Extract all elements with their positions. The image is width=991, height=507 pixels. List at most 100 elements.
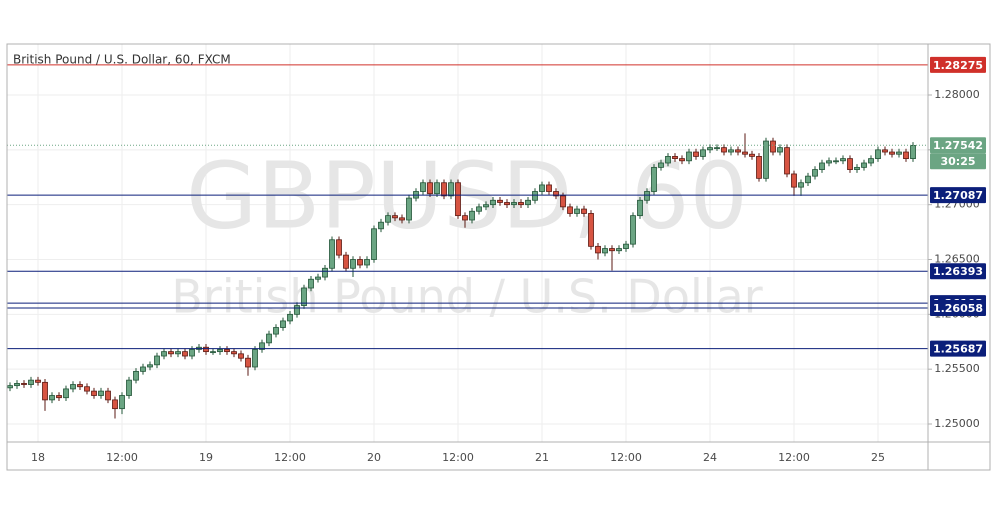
candle-body (42, 381, 48, 401)
candle-body (707, 147, 713, 151)
candle-body (875, 149, 881, 160)
candle-body (763, 140, 769, 179)
candle-body (623, 243, 629, 249)
candle-body (77, 384, 83, 388)
candle-body (322, 267, 328, 278)
last-price-label: 1.27542 (933, 139, 983, 152)
candle-body (525, 199, 531, 206)
candle-body (616, 248, 622, 252)
candle-body (427, 182, 433, 195)
chart-title: British Pound / U.S. Dollar, 60, FXCM (13, 53, 231, 67)
grid (7, 44, 928, 442)
candle-body (399, 217, 405, 221)
level-label: 1.26058 (933, 302, 983, 315)
candle-body (182, 351, 188, 357)
level-label-box (930, 340, 986, 357)
candle-body (378, 221, 384, 230)
candle-body (63, 388, 69, 399)
candle-body (273, 327, 279, 335)
candle-body (224, 349, 230, 353)
x-tick-label: 20 (367, 451, 381, 464)
candle-body (798, 182, 804, 188)
candle-body (469, 210, 475, 221)
candle-body (819, 162, 825, 170)
candle-body (896, 151, 902, 155)
candle-body (161, 351, 167, 357)
candle-body (840, 158, 846, 162)
candle-body (238, 353, 244, 359)
candle-body (203, 346, 209, 353)
x-tick-label: 19 (199, 451, 213, 464)
candle-body (581, 208, 587, 214)
candle-body (343, 254, 349, 269)
candle-body (539, 184, 545, 192)
level-label: 1.27087 (933, 189, 983, 202)
candle-body (154, 355, 160, 366)
candle-body (630, 215, 636, 245)
countdown-label-box (930, 153, 986, 170)
candle-body (308, 278, 314, 289)
candle-body (504, 202, 510, 206)
candle-body (280, 320, 286, 328)
candle-body (21, 383, 27, 385)
candle-body (553, 191, 559, 197)
candle-body (266, 333, 272, 344)
candle-body (497, 199, 503, 203)
candle-body (658, 162, 664, 168)
x-tick-label: 18 (31, 451, 45, 464)
x-tick-label: 12:00 (778, 451, 810, 464)
candle-body (511, 202, 517, 206)
candle-body (742, 151, 748, 155)
candle-body (385, 215, 391, 223)
level-label-box (930, 299, 986, 316)
candle-body (336, 239, 342, 256)
candle-body (882, 149, 888, 153)
candle-body (357, 259, 363, 266)
candle-body (406, 197, 412, 221)
candle-body (245, 357, 251, 368)
x-tick-label: 21 (535, 451, 549, 464)
level-label-box (930, 56, 986, 73)
watermark-symbol: GBPUSD, 60 (186, 142, 748, 249)
candle-body (301, 287, 307, 306)
candle-body (448, 182, 454, 197)
countdown-label: 30:25 (940, 155, 975, 168)
candle-body (294, 305, 300, 315)
candle-body (749, 153, 755, 157)
level-label-box (930, 263, 986, 280)
candle-body (119, 395, 125, 410)
candle-body (7, 385, 13, 389)
candle-body (175, 351, 181, 355)
candle-body (812, 169, 818, 177)
candle-body (231, 351, 237, 355)
candle-body (105, 390, 111, 401)
y-tick-label: 1.25500 (934, 362, 980, 375)
x-tick-label: 24 (703, 451, 717, 464)
candle-body (532, 191, 538, 201)
candle-body (476, 206, 482, 212)
candle-body (784, 147, 790, 175)
watermark-name: British Pound / U.S. Dollar (171, 270, 762, 324)
candle-body (679, 158, 685, 162)
candle-body (672, 156, 678, 160)
candle-body (455, 182, 461, 217)
candle-body (140, 366, 146, 372)
candle-body (910, 145, 916, 160)
candle-body (791, 173, 797, 188)
candle-body (420, 182, 426, 192)
candle-body (665, 156, 671, 164)
candle-body (56, 395, 62, 399)
candle-body (315, 276, 321, 280)
level-label: 1.25687 (933, 343, 983, 356)
candle-body (560, 195, 566, 208)
plot (7, 64, 928, 419)
candle-body (434, 182, 440, 195)
candle-body (693, 151, 699, 157)
candle-body (28, 379, 34, 385)
candle-body (210, 351, 216, 354)
candle-body (91, 390, 97, 396)
candle-body (777, 147, 783, 153)
last-price-label-box (930, 137, 986, 154)
candle-body (826, 160, 832, 164)
